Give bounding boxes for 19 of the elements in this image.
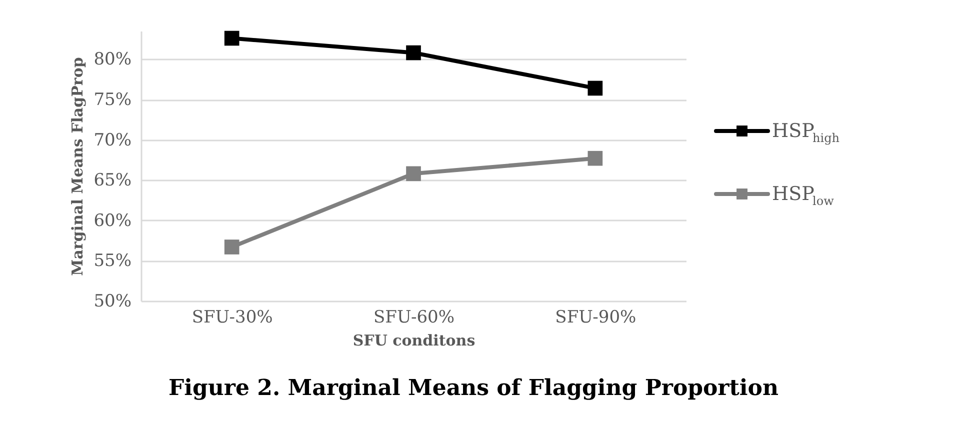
text: Figure 2. Marginal Means of Flagging Proportion: [168, 375, 778, 401]
y-tick-label: 60%: [94, 210, 132, 231]
x-tick-label: SFU-90%: [555, 308, 636, 328]
y-tick-label: 70%: [94, 130, 132, 150]
point: [224, 240, 240, 254]
point: [588, 150, 603, 166]
y-axis-title: Marginal Means FlagProp: [68, 57, 87, 276]
y-tick-label: 75%: [94, 90, 132, 110]
point: [224, 30, 240, 46]
point: [588, 80, 603, 96]
y-tick-label: 50%: [94, 292, 132, 312]
point: [406, 45, 421, 60]
y-tick-label: 80%: [94, 50, 132, 70]
y-tick-label: 65%: [94, 170, 132, 191]
x-axis-title: SFU conditons: [352, 332, 476, 350]
point: [406, 166, 421, 182]
x-tick-label: SFU-60%: [374, 308, 454, 328]
x-tick-label: SFU-30%: [192, 308, 273, 328]
y-tick-label: 55%: [94, 251, 132, 272]
